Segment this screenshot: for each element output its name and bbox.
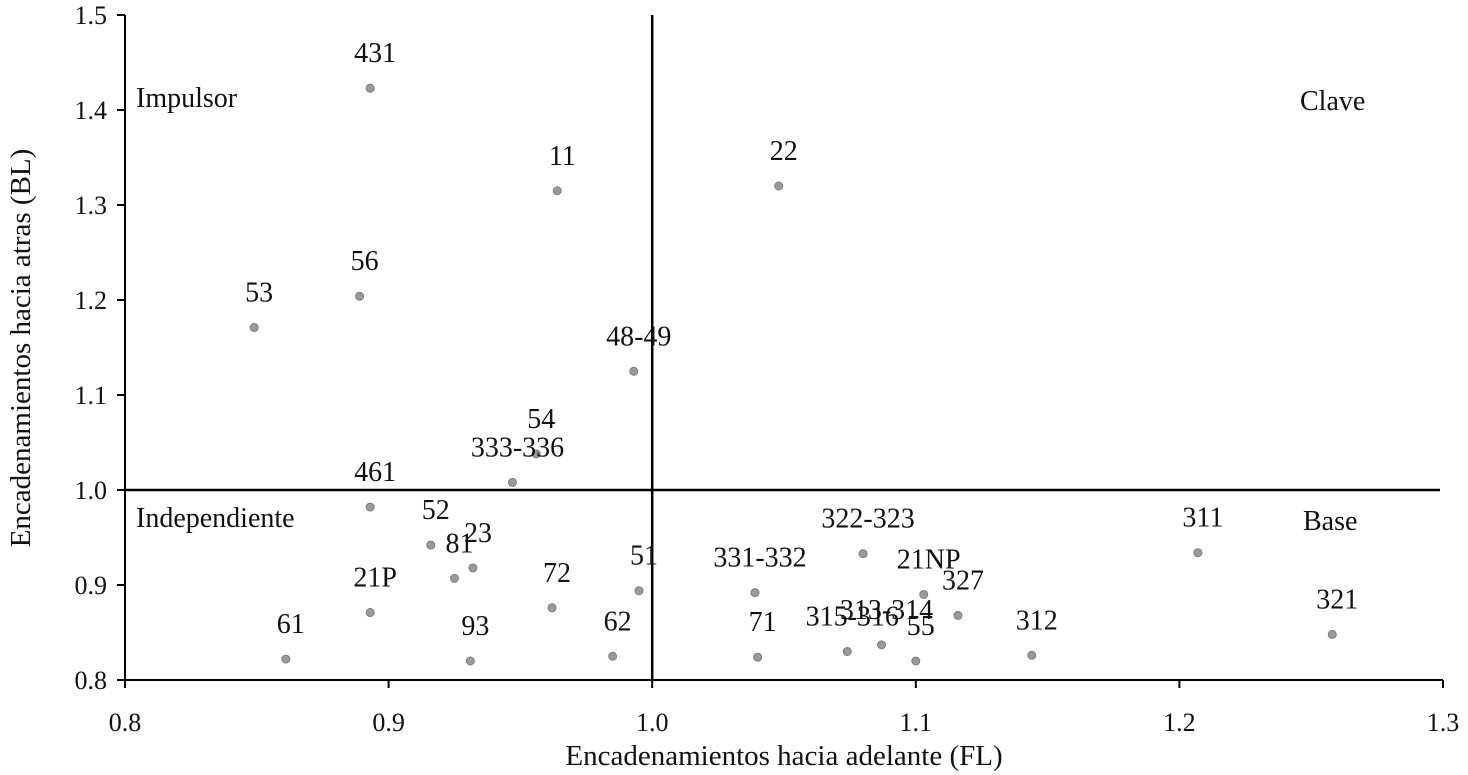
data-point-93: [465, 656, 475, 666]
data-label-54: 54: [527, 404, 555, 435]
data-label-93: 93: [461, 611, 489, 642]
data-label-51: 51: [630, 541, 658, 572]
data-label-71: 71: [749, 607, 777, 638]
data-point-52: [426, 540, 436, 550]
data-label-331-332: 331-332: [713, 543, 806, 574]
quadrant-label-clave: Clave: [1300, 86, 1365, 117]
data-point-48-49: [629, 366, 639, 376]
data-point-23: [468, 563, 478, 573]
data-point-311: [1193, 548, 1203, 558]
y-tick-label: 1.2: [75, 286, 108, 315]
data-label-333-336: 333-336: [471, 432, 564, 463]
data-point-11: [552, 186, 562, 196]
data-label-461: 461: [354, 457, 396, 488]
data-points: [249, 83, 1337, 666]
data-label-327: 327: [942, 565, 984, 596]
y-tick-label: 1.3: [75, 191, 108, 220]
data-point-22: [774, 181, 784, 191]
data-label-52: 52: [422, 495, 450, 526]
x-tick-label: 1.2: [1163, 708, 1196, 737]
data-point-81: [450, 573, 459, 583]
x-tick-label: 0.9: [372, 708, 405, 737]
data-label-62: 62: [604, 606, 632, 637]
data-label-431: 431: [354, 38, 396, 69]
data-label-21P: 21P: [353, 563, 397, 594]
data-point-431: [365, 83, 375, 93]
data-point-21P: [365, 608, 375, 618]
y-axis-title: Encadenamientos hacia atras (BL): [5, 149, 37, 548]
y-tick-label: 1.5: [75, 1, 108, 30]
data-point-54: [531, 449, 541, 459]
x-axis-title: Encadenamientos hacia adelante (FL): [565, 740, 1002, 772]
data-label-21NP: 21NP: [897, 545, 961, 576]
data-label-22: 22: [770, 136, 798, 167]
data-point-62: [608, 651, 618, 661]
data-point-21NP: [919, 590, 929, 599]
y-tick-label: 0.8: [75, 666, 108, 695]
data-point-322-323: [858, 549, 868, 559]
data-label-315-316: 315-316: [806, 602, 899, 633]
quadrant-label-independiente: Independiente: [136, 503, 295, 534]
y-tick-label: 1.4: [75, 96, 108, 125]
data-point-315-316: [842, 647, 852, 656]
data-label-23: 23: [464, 518, 492, 549]
data-label-56: 56: [351, 246, 379, 277]
y-axis-ticks: 0.8 0.9 1.0 1.1 1.2 1.3 1.4 1.5: [75, 1, 125, 695]
data-label-81: 81: [446, 528, 474, 559]
data-label-48-49: 48-49: [606, 321, 671, 352]
data-point-71: [753, 652, 763, 662]
data-label-311: 311: [1182, 503, 1223, 534]
data-point-53: [249, 323, 259, 333]
x-tick-label: 1.3: [1427, 708, 1460, 737]
data-label-321: 321: [1316, 584, 1358, 615]
data-point-55: [911, 656, 921, 666]
data-point-61: [281, 654, 291, 664]
y-tick-label: 0.9: [75, 571, 108, 600]
data-point-321: [1327, 629, 1337, 639]
data-label-72: 72: [543, 558, 571, 589]
data-label-55: 55: [907, 611, 935, 642]
data-label-61: 61: [277, 609, 305, 640]
data-label-11: 11: [549, 141, 576, 172]
data-point-56: [355, 291, 365, 301]
data-label-322-323: 322-323: [821, 504, 914, 535]
x-tick-label: 0.8: [109, 708, 142, 737]
data-point-331-332: [750, 588, 760, 598]
quadrant-label-impulsor: Impulsor: [136, 83, 238, 114]
x-axis-ticks: 0.8 0.9 1.0 1.1 1.2 1.3: [109, 680, 1460, 737]
quadrant-label-base: Base: [1303, 506, 1357, 537]
data-point-333-336: [507, 477, 517, 487]
data-point-51: [634, 586, 644, 596]
data-label-53: 53: [245, 278, 273, 309]
data-label-312: 312: [1016, 605, 1058, 636]
y-tick-label: 1.0: [75, 476, 108, 505]
data-point-461: [365, 502, 375, 512]
y-tick-label: 1.1: [75, 381, 108, 410]
x-tick-label: 1.0: [636, 708, 669, 737]
x-tick-label: 1.1: [900, 708, 933, 737]
data-label-313-314: 313-314: [840, 595, 933, 626]
data-point-312: [1027, 650, 1037, 660]
data-point-327: [953, 610, 963, 620]
data-point-313-314: [877, 640, 887, 650]
data-point-72: [547, 603, 557, 613]
